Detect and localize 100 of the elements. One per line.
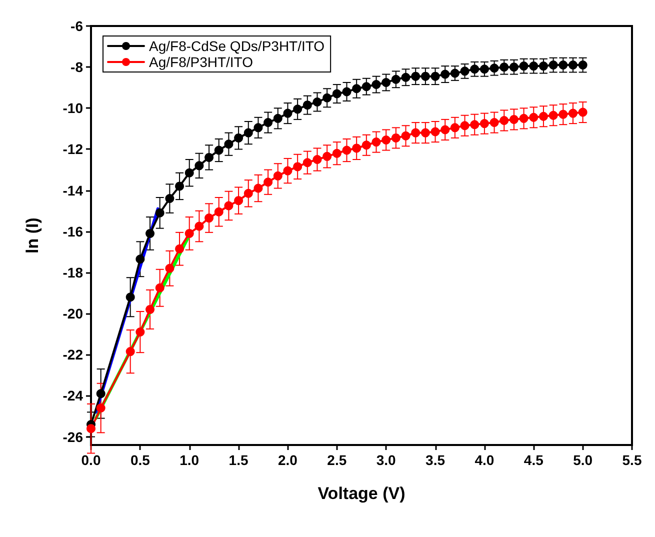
point — [146, 228, 155, 238]
point — [302, 158, 312, 168]
point — [450, 68, 460, 78]
x-tick-label: 4.0 — [474, 452, 494, 468]
point — [509, 62, 518, 72]
point — [420, 128, 430, 138]
point — [440, 70, 450, 79]
point — [254, 123, 263, 132]
x-tick-label: 2.0 — [278, 452, 298, 468]
point — [411, 128, 420, 138]
point — [224, 201, 234, 210]
x-tick-label: 1.0 — [180, 452, 200, 468]
point — [283, 108, 292, 118]
y-tick-label: -24 — [62, 388, 84, 404]
point — [519, 114, 528, 123]
y-tick-label: -22 — [62, 346, 84, 363]
x-tick-label: 1.5 — [228, 452, 248, 468]
x-tick-label: 0.5 — [130, 452, 150, 468]
y-axis-title: ln (I) — [23, 218, 42, 254]
point — [244, 128, 253, 138]
point — [529, 112, 538, 122]
point — [194, 161, 204, 170]
point — [548, 60, 558, 70]
point — [500, 116, 509, 125]
point — [146, 304, 155, 314]
point — [420, 72, 430, 81]
point — [244, 188, 253, 198]
x-axis-title: Voltage (V) — [318, 484, 406, 503]
x-tick-label: 3.0 — [376, 452, 396, 468]
point — [184, 228, 194, 238]
point — [430, 72, 440, 81]
point — [293, 162, 302, 172]
point — [538, 112, 548, 121]
point — [401, 131, 410, 140]
point — [302, 100, 312, 110]
x-tick-label: 0.0 — [81, 452, 101, 468]
point — [568, 60, 578, 70]
point — [440, 125, 450, 134]
point — [558, 60, 568, 70]
point — [538, 62, 548, 71]
point — [273, 114, 282, 123]
point — [500, 62, 509, 72]
y-tick-label: -16 — [62, 223, 84, 240]
point — [332, 89, 342, 98]
point — [165, 264, 174, 273]
point — [480, 119, 489, 128]
point — [401, 72, 410, 82]
point — [312, 97, 322, 106]
point — [352, 144, 362, 153]
y-tick-label: -26 — [62, 428, 84, 445]
y-tick-label: -18 — [62, 264, 84, 280]
point — [155, 283, 164, 292]
point — [460, 66, 470, 76]
point — [126, 347, 135, 356]
legend-label: Ag/F8/P3HT/ITO — [149, 54, 254, 70]
point — [362, 140, 371, 150]
point — [283, 166, 292, 176]
point — [312, 155, 322, 164]
point — [578, 60, 588, 70]
point — [184, 168, 194, 178]
point — [254, 184, 263, 193]
point — [234, 133, 244, 142]
point — [411, 72, 420, 81]
point — [86, 424, 96, 434]
y-tick-label: -14 — [62, 182, 84, 198]
point — [578, 108, 588, 117]
point — [264, 118, 273, 128]
point — [175, 182, 184, 191]
point — [322, 152, 332, 161]
x-tick-label: 5.5 — [622, 452, 642, 468]
point — [136, 254, 145, 264]
point — [136, 328, 145, 337]
x-tick-label: 3.5 — [426, 452, 446, 468]
point — [460, 121, 470, 130]
point — [480, 64, 489, 74]
point — [342, 87, 352, 96]
point — [362, 82, 371, 92]
point — [372, 80, 381, 90]
point — [214, 146, 224, 155]
point — [194, 222, 204, 231]
point — [470, 120, 480, 130]
point — [332, 148, 342, 158]
point — [509, 114, 518, 124]
y-tick-label: -6 — [70, 18, 84, 34]
point — [273, 171, 282, 180]
point — [165, 194, 174, 204]
point — [96, 404, 106, 413]
point — [224, 140, 234, 149]
point — [214, 207, 224, 216]
point — [490, 118, 499, 128]
point — [382, 78, 391, 87]
point — [175, 244, 184, 254]
point — [264, 178, 273, 187]
point — [155, 208, 164, 218]
y-tick-label: -10 — [62, 100, 84, 116]
point — [322, 93, 332, 102]
point — [234, 196, 244, 206]
point — [342, 146, 352, 155]
point — [548, 110, 558, 120]
x-tick-label: 2.5 — [327, 452, 347, 468]
